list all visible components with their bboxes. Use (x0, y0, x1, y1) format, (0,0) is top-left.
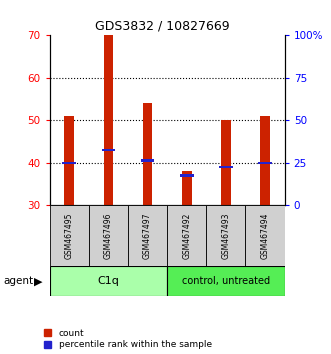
Text: GSM467492: GSM467492 (182, 212, 191, 259)
Bar (62, 161, 76, 164)
FancyBboxPatch shape (167, 266, 285, 296)
Bar (141, 159, 155, 162)
FancyBboxPatch shape (50, 266, 167, 296)
FancyBboxPatch shape (128, 205, 167, 266)
Text: GSM467493: GSM467493 (221, 212, 230, 259)
Text: GSM467496: GSM467496 (104, 212, 113, 259)
Text: ▶: ▶ (34, 276, 42, 286)
Bar (260, 116, 270, 205)
Text: control, untreated: control, untreated (182, 275, 270, 286)
Text: GDS3832 / 10827669: GDS3832 / 10827669 (95, 19, 229, 33)
Bar (143, 103, 153, 205)
Bar (104, 35, 113, 205)
Text: GSM467495: GSM467495 (65, 212, 74, 259)
Text: C1q: C1q (97, 275, 119, 286)
Bar (182, 171, 192, 205)
FancyBboxPatch shape (246, 205, 285, 266)
Legend: count, percentile rank within the sample: count, percentile rank within the sample (44, 329, 212, 349)
Text: agent: agent (3, 276, 33, 286)
FancyBboxPatch shape (167, 205, 206, 266)
FancyBboxPatch shape (89, 205, 128, 266)
Bar (64, 116, 74, 205)
Bar (180, 174, 194, 177)
Bar (258, 161, 272, 164)
Text: GSM467494: GSM467494 (260, 212, 269, 259)
Bar (102, 149, 115, 152)
FancyBboxPatch shape (50, 205, 89, 266)
Text: GSM467497: GSM467497 (143, 212, 152, 259)
Bar (221, 120, 231, 205)
Bar (219, 166, 233, 169)
FancyBboxPatch shape (206, 205, 246, 266)
